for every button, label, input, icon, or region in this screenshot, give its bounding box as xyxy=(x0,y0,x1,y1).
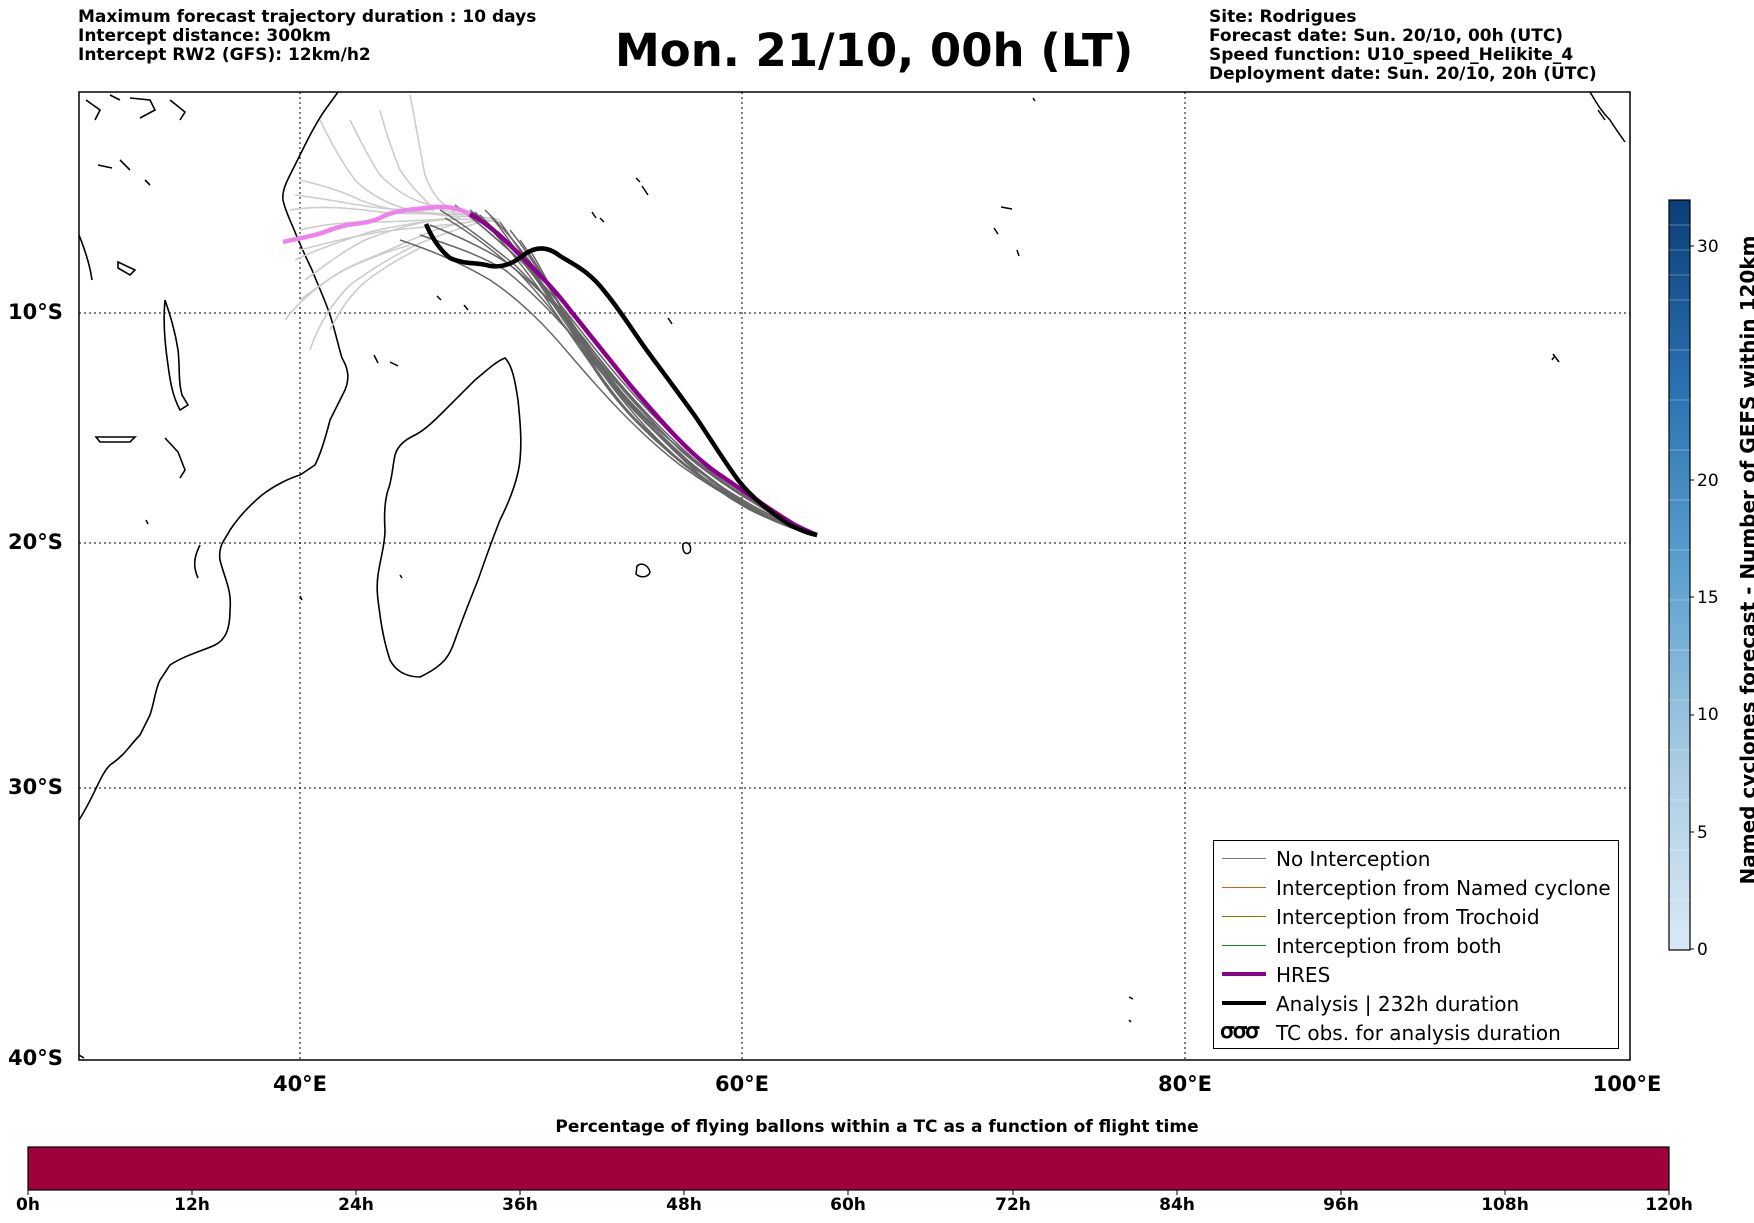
map-gridlines xyxy=(79,92,1630,1060)
header-max-duration: Maximum forecast trajectory duration : 1… xyxy=(78,7,537,27)
legend-item-no-interception: No Interception xyxy=(1214,844,1618,873)
flight-time-bar-title: Percentage of flying ballons within a TC… xyxy=(555,1117,1199,1137)
flight-time-tick: 72h xyxy=(995,1195,1031,1215)
flight-time-tick: 120h xyxy=(1645,1195,1693,1215)
colorbar-tick-15: 15 xyxy=(1697,588,1719,608)
header-left: Maximum forecast trajectory duration : 1… xyxy=(78,8,536,65)
header-right: Site: Rodrigues Forecast date: Sun. 20/1… xyxy=(1209,8,1597,84)
flight-time-tick: 48h xyxy=(666,1195,702,1215)
page-title: Mon. 21/10, 00h (LT) xyxy=(615,24,1134,77)
colorbar xyxy=(1668,199,1694,951)
flight-time-tick: 60h xyxy=(830,1195,866,1215)
lon-label-40e: 40°E xyxy=(272,1072,328,1096)
colorbar-gradient xyxy=(1668,199,1691,951)
flight-time-tick: 12h xyxy=(174,1195,210,1215)
coastline-africa xyxy=(79,92,349,821)
legend-item-trochoid: Interception from Trochoid xyxy=(1214,902,1618,931)
madagascar xyxy=(376,357,522,678)
flight-time-bar xyxy=(27,1146,1670,1195)
flight-time-tick: 84h xyxy=(1159,1195,1195,1215)
legend-item-tc-obs: 𝛔𝛔𝛔 TC obs. for analysis duration xyxy=(1220,1019,1561,1045)
colorbar-label: Named cyclones forecast - Number of GEFS… xyxy=(1736,235,1754,885)
small-islands xyxy=(79,92,1626,1059)
lon-label-100e: 100°E xyxy=(1592,1072,1662,1096)
lon-label-80e: 80°E xyxy=(1157,1072,1213,1096)
header-speed-function: Speed function: U10_speed_Helikite_4 xyxy=(1209,45,1574,65)
colorbar-tick-0: 0 xyxy=(1697,940,1708,960)
header-site: Site: Rodrigues xyxy=(1209,7,1357,27)
analysis-track xyxy=(423,223,818,538)
legend-item-hres: HRES xyxy=(1214,960,1618,989)
lon-label-60e: 60°E xyxy=(714,1072,770,1096)
flight-time-tick: 108h xyxy=(1481,1195,1529,1215)
flight-time-tick: 0h xyxy=(16,1195,40,1215)
legend-item-both: Interception from both xyxy=(1214,931,1618,960)
flight-time-tick: 24h xyxy=(338,1195,374,1215)
colorbar-tick-10: 10 xyxy=(1697,705,1719,725)
colorbar-tick-20: 20 xyxy=(1697,471,1719,491)
flight-time-tick: 36h xyxy=(502,1195,538,1215)
flight-time-tick: 96h xyxy=(1323,1195,1359,1215)
colorbar-tick-5: 5 xyxy=(1697,823,1708,843)
map-legend: No Interception Interception from Named … xyxy=(1213,840,1619,1049)
header-intercept-distance: Intercept distance: 300km xyxy=(78,26,331,46)
lat-label-20s: 20°S xyxy=(8,530,63,554)
header-deployment-date: Deployment date: Sun. 20/10, 20h (UTC) xyxy=(1209,64,1597,84)
lat-label-40s: 40°S xyxy=(8,1046,63,1070)
tc-symbol-icon: 𝛔𝛔𝛔 xyxy=(1220,1019,1260,1044)
legend-item-analysis: Analysis | 232h duration xyxy=(1214,989,1618,1018)
header-intercept-rw2: Intercept RW2 (GFS): 12km/h2 xyxy=(78,45,371,65)
legend-item-named-cyclone: Interception from Named cyclone xyxy=(1214,873,1618,902)
lat-label-30s: 30°S xyxy=(8,775,63,799)
colorbar-tick-30: 30 xyxy=(1697,237,1719,257)
header-forecast-date: Forecast date: Sun. 20/10, 00h (UTC) xyxy=(1209,26,1564,46)
lat-label-10s: 10°S xyxy=(8,300,63,324)
flight-time-bar-fill xyxy=(27,1146,1670,1191)
hres-early-track xyxy=(282,204,472,245)
